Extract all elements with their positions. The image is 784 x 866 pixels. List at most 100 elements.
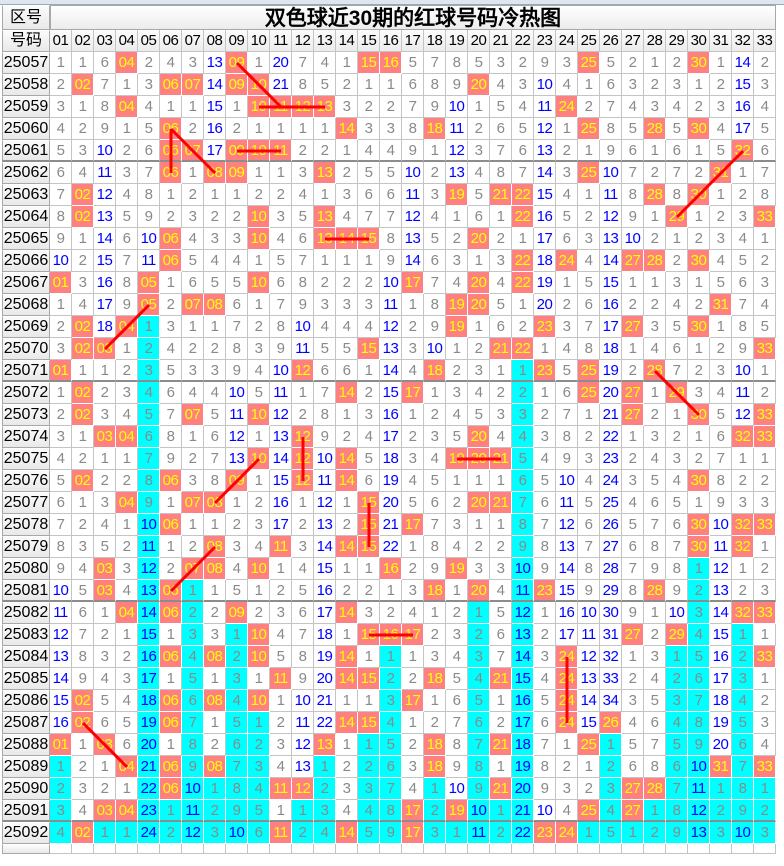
omission-cell: 12 — [512, 602, 534, 624]
number-header-25[interactable]: 25 — [578, 30, 600, 52]
period-label[interactable]: 25060 — [2, 118, 50, 140]
number-header-11[interactable]: 11 — [270, 30, 292, 52]
number-header-15[interactable]: 15 — [358, 30, 380, 52]
omission-cell: 2 — [336, 74, 358, 96]
period-label[interactable]: 25089 — [2, 756, 50, 778]
period-label[interactable]: 25087 — [2, 712, 50, 734]
number-header-32[interactable]: 32 — [732, 30, 754, 52]
omission-cell: 6 — [270, 272, 292, 294]
omission-cell: 4 — [138, 96, 160, 118]
empty-cell — [160, 844, 182, 854]
omission-cell: 3 — [710, 228, 732, 250]
period-label[interactable]: 25074 — [2, 426, 50, 448]
omission-cell: 21 — [600, 404, 622, 426]
period-label[interactable]: 25092 — [2, 822, 50, 844]
period-label[interactable]: 25083 — [2, 624, 50, 646]
omission-cell: 1 — [358, 360, 380, 382]
omission-cell: 22 — [600, 426, 622, 448]
hit-cell: 06 — [160, 646, 182, 668]
number-header-26[interactable]: 26 — [600, 30, 622, 52]
number-header-06[interactable]: 06 — [160, 30, 182, 52]
number-header-14[interactable]: 14 — [336, 30, 358, 52]
empty-cell — [446, 844, 468, 854]
omission-cell: 3 — [556, 778, 578, 800]
number-header-29[interactable]: 29 — [666, 30, 688, 52]
period-label[interactable]: 25070 — [2, 338, 50, 360]
number-header-10[interactable]: 10 — [248, 30, 270, 52]
number-header-23[interactable]: 23 — [534, 30, 556, 52]
omission-cell: 5 — [710, 140, 732, 162]
period-label[interactable]: 25073 — [2, 404, 50, 426]
period-label[interactable]: 25071 — [2, 360, 50, 382]
number-header-02[interactable]: 02 — [72, 30, 94, 52]
number-header-28[interactable]: 28 — [644, 30, 666, 52]
period-label[interactable]: 25072 — [2, 382, 50, 404]
omission-cell: 2 — [490, 536, 512, 558]
hit-cell: 24 — [556, 712, 578, 734]
period-label[interactable]: 25081 — [2, 580, 50, 602]
period-label[interactable]: 25068 — [2, 294, 50, 316]
period-label[interactable]: 25082 — [2, 602, 50, 624]
period-label[interactable]: 25080 — [2, 558, 50, 580]
number-header-30[interactable]: 30 — [688, 30, 710, 52]
number-header-20[interactable]: 20 — [468, 30, 490, 52]
period-label[interactable]: 25084 — [2, 646, 50, 668]
omission-cell: 8 — [622, 580, 644, 602]
period-column-header[interactable]: 区号 — [2, 5, 50, 30]
period-label[interactable]: 25076 — [2, 470, 50, 492]
number-header-04[interactable]: 04 — [116, 30, 138, 52]
number-header-33[interactable]: 33 — [754, 30, 776, 52]
omission-cell: 10 — [424, 338, 446, 360]
period-label[interactable]: 25058 — [2, 74, 50, 96]
omission-cell: 7 — [556, 404, 578, 426]
number-header-19[interactable]: 19 — [446, 30, 468, 52]
period-label[interactable]: 25086 — [2, 690, 50, 712]
number-header-22[interactable]: 22 — [512, 30, 534, 52]
period-label[interactable]: 25062 — [2, 162, 50, 184]
period-label[interactable]: 25067 — [2, 272, 50, 294]
number-header-09[interactable]: 09 — [226, 30, 248, 52]
period-label[interactable]: 25091 — [2, 800, 50, 822]
number-header-03[interactable]: 03 — [94, 30, 116, 52]
hit-cell: 22 — [512, 338, 534, 360]
period-label[interactable]: 25066 — [2, 250, 50, 272]
period-label[interactable]: 25069 — [2, 316, 50, 338]
number-header-27[interactable]: 27 — [622, 30, 644, 52]
omission-cell: 1 — [160, 96, 182, 118]
period-label[interactable]: 25085 — [2, 668, 50, 690]
period-label[interactable]: 25065 — [2, 228, 50, 250]
number-header-07[interactable]: 07 — [182, 30, 204, 52]
omission-cell: 21 — [270, 74, 292, 96]
period-label[interactable]: 25061 — [2, 140, 50, 162]
period-label[interactable]: 25064 — [2, 206, 50, 228]
omission-cell: 1 — [204, 668, 226, 690]
number-header-05[interactable]: 05 — [138, 30, 160, 52]
period-label[interactable]: 25088 — [2, 734, 50, 756]
period-label[interactable]: 25079 — [2, 536, 50, 558]
omission-cell: 7 — [666, 778, 688, 800]
period-label[interactable]: 25078 — [2, 514, 50, 536]
period-label[interactable]: 25077 — [2, 492, 50, 514]
number-header-24[interactable]: 24 — [556, 30, 578, 52]
period-label[interactable]: 25059 — [2, 96, 50, 118]
period-label[interactable]: 25075 — [2, 448, 50, 470]
number-header-18[interactable]: 18 — [424, 30, 446, 52]
period-label[interactable]: 25090 — [2, 778, 50, 800]
number-header-21[interactable]: 21 — [490, 30, 512, 52]
omission-cell: 1 — [424, 382, 446, 404]
number-header-13[interactable]: 13 — [314, 30, 336, 52]
hot-cold-table: 区号 双色球近30期的红球号码冷热图 号码 01 02 03 04 05 06 07 08 09… — [2, 5, 776, 866]
number-header-31[interactable]: 31 — [710, 30, 732, 52]
omission-cell: 6 — [116, 734, 138, 756]
omission-cell: 8 — [490, 162, 512, 184]
omission-cell: 1 — [402, 536, 424, 558]
number-header-12[interactable]: 12 — [292, 30, 314, 52]
period-label[interactable]: 25057 — [2, 52, 50, 74]
omission-cell: 4 — [226, 558, 248, 580]
number-column-header[interactable]: 号码 — [2, 30, 50, 52]
period-label[interactable]: 25063 — [2, 184, 50, 206]
number-header-17[interactable]: 17 — [402, 30, 424, 52]
number-header-01[interactable]: 01 — [50, 30, 72, 52]
number-header-08[interactable]: 08 — [204, 30, 226, 52]
number-header-16[interactable]: 16 — [380, 30, 402, 52]
